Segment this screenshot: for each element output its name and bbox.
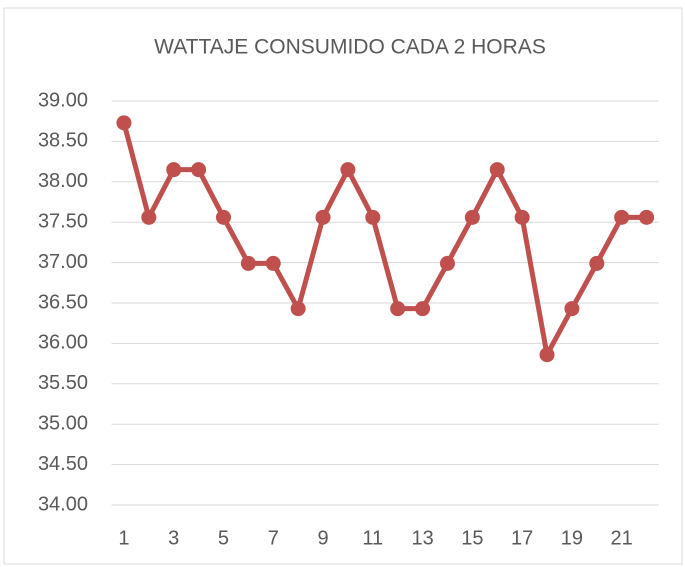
x-tick-label: 15	[461, 527, 483, 549]
x-tick-label: 17	[511, 527, 533, 549]
data-point	[415, 301, 431, 317]
data-point	[315, 209, 331, 225]
data-point	[390, 301, 406, 317]
x-tick-label: 7	[268, 527, 279, 549]
y-tick-label: 35.50	[38, 372, 88, 394]
y-tick-label: 38.00	[38, 170, 88, 192]
y-tick-label: 34.50	[38, 453, 88, 475]
y-tick-label: 34.00	[38, 493, 88, 515]
data-point	[439, 255, 455, 271]
y-tick-label: 36.00	[38, 332, 88, 354]
data-point	[365, 209, 381, 225]
data-point	[639, 209, 655, 225]
x-tick-label: 3	[168, 527, 179, 549]
data-point	[215, 209, 231, 225]
data-point	[265, 255, 281, 271]
y-tick-label: 37.50	[38, 210, 88, 232]
data-point	[489, 162, 505, 178]
data-point	[564, 301, 580, 317]
data-point	[340, 162, 356, 178]
data-point	[539, 347, 555, 363]
x-tick-label: 9	[317, 527, 328, 549]
y-tick-label: 38.50	[38, 130, 88, 152]
data-point	[464, 209, 480, 225]
data-point	[166, 162, 182, 178]
x-tick-label: 1	[118, 527, 129, 549]
chart-title: WATTAJE CONSUMIDO CADA 2 HORAS	[154, 36, 546, 59]
data-point	[514, 209, 530, 225]
series-line	[121, 122, 647, 358]
y-tick-label: 36.50	[38, 291, 88, 313]
data-point	[589, 255, 605, 271]
data-point	[191, 162, 207, 178]
y-tick-label: 35.00	[38, 412, 88, 434]
x-tick-label: 5	[218, 527, 229, 549]
data-point	[290, 301, 306, 317]
data-point	[116, 115, 132, 131]
x-tick-label: 13	[411, 527, 433, 549]
x-tick-label: 19	[561, 527, 583, 549]
data-point	[240, 255, 256, 271]
x-tick-label: 21	[611, 527, 633, 549]
y-tick-label: 39.00	[38, 89, 88, 111]
x-tick-label: 11	[362, 527, 383, 549]
chart-frame	[3, 7, 683, 565]
y-tick-label: 37.00	[38, 251, 88, 273]
data-point	[614, 209, 630, 225]
data-point	[141, 209, 157, 225]
